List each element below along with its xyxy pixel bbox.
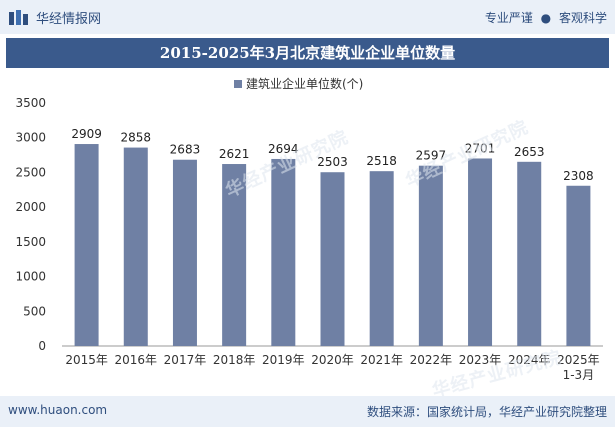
data-label: 2701: [465, 141, 496, 155]
y-tick-label: 2000: [15, 200, 46, 214]
bar: [468, 158, 493, 346]
data-source: 数据来源：国家统计局，华经产业研究院整理: [366, 405, 607, 419]
x-tick-label: 2016年: [114, 353, 157, 367]
data-label: 2308: [563, 169, 594, 183]
data-label: 2909: [71, 127, 102, 141]
data-label: 2518: [366, 154, 397, 168]
x-tick-label: 2020年: [311, 353, 354, 367]
data-label: 2621: [219, 147, 250, 161]
brand[interactable]: 华经情报网: [8, 8, 101, 27]
bar: [172, 159, 197, 346]
data-label: 2694: [268, 142, 299, 156]
title-bar: 2015-2025年3月北京建筑业企业单位数量: [6, 38, 609, 68]
bar: [222, 164, 247, 346]
data-label: 2858: [120, 131, 151, 145]
bar: [74, 144, 99, 346]
x-tick-label: 1-3月: [563, 368, 595, 382]
x-tick-label: 2021年: [360, 353, 403, 367]
y-tick-label: 0: [38, 339, 46, 353]
bar: [123, 147, 148, 346]
x-tick-label: 2022年: [410, 353, 453, 367]
top-banner: 华经情报网 专业严谨 ● 客观科学: [0, 0, 615, 34]
y-tick-label: 2500: [15, 165, 46, 179]
tagline-left: 专业严谨: [484, 11, 533, 25]
data-label: 2653: [514, 145, 545, 159]
x-tick-label: 2025年: [557, 353, 600, 367]
y-tick-label: 3500: [15, 96, 46, 110]
y-tick-label: 500: [23, 304, 46, 318]
legend-swatch: [234, 80, 242, 88]
x-tick-label: 2015年: [65, 353, 108, 367]
data-label: 2683: [170, 143, 201, 157]
x-tick-label: 2018年: [213, 353, 256, 367]
bar-chart: 建筑业企业单位数(个) 0 500 1000 1500 2000 2500 3000 3500 2…: [15, 76, 603, 382]
x-tick-label: 2019年: [262, 353, 305, 367]
bar: [271, 158, 296, 346]
data-label: 2503: [317, 155, 348, 169]
y-tick-label: 1000: [15, 270, 46, 284]
bar: [369, 171, 394, 346]
tagline-right: 客观科学: [558, 11, 607, 25]
x-tick-label: 2024年: [508, 353, 551, 367]
chart-area: 建筑业企业单位数(个) 0 500 1000 1500 2000 2500 3000 3500 2…: [0, 72, 615, 397]
x-tick-label: 2023年: [459, 353, 502, 367]
brand-logo-icon: [9, 9, 28, 25]
chart-title: 2015-2025年3月北京建筑业企业单位数量: [159, 44, 456, 62]
footer: www.huaon.com 数据来源：国家统计局，华经产业研究院整理: [0, 396, 615, 427]
y-tick-label: 3000: [15, 131, 46, 145]
legend-label: 建筑业企业单位数(个): [246, 76, 363, 91]
site-url[interactable]: www.huaon.com: [8, 403, 108, 417]
data-label: 2597: [416, 149, 447, 163]
tagline: 专业严谨 ● 客观科学: [485, 9, 607, 26]
tagline-separator-icon: ●: [540, 11, 552, 25]
y-tick-label: 1500: [15, 235, 46, 249]
bar: [517, 161, 542, 346]
x-tick-label: 2017年: [164, 353, 207, 367]
bar: [320, 172, 345, 346]
brand-name: 华经情报网: [36, 12, 102, 27]
bar: [418, 165, 443, 346]
bar: [566, 185, 591, 346]
